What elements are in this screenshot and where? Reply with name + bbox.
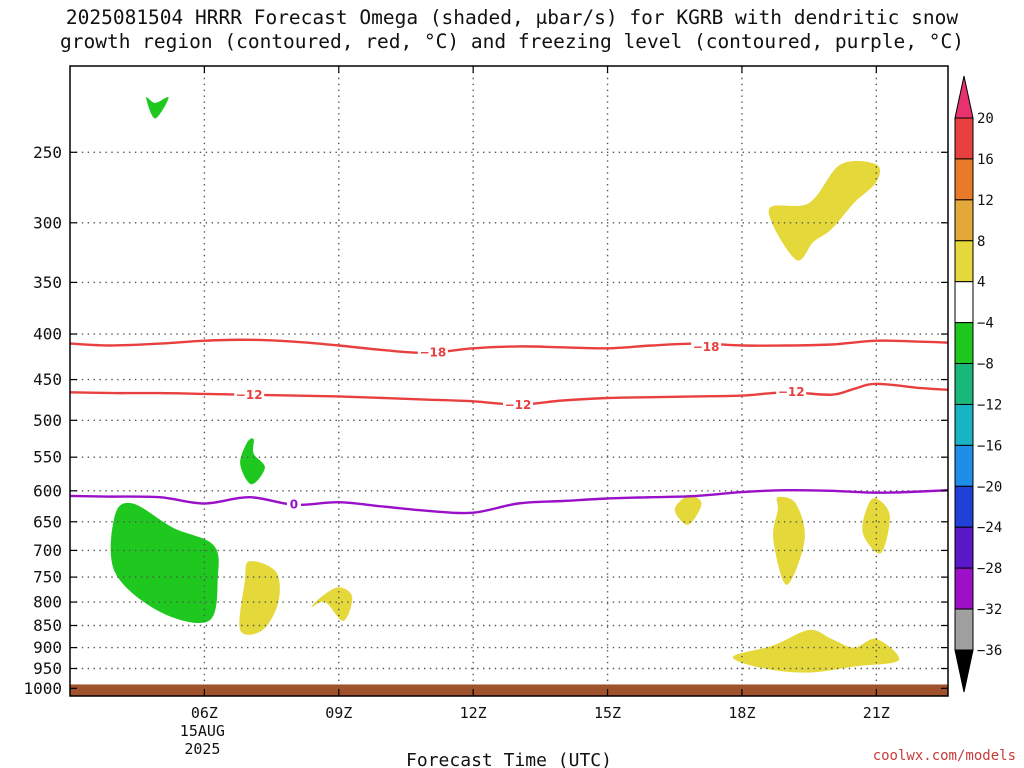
colorbar-band-0 [954, 117, 974, 160]
contour-line-0 [69, 338, 949, 355]
x-tick-label-18Z: 18Z [728, 704, 755, 722]
omega-region-3 [768, 160, 881, 261]
colorbar-band-3 [954, 240, 974, 283]
omega-region-5 [311, 587, 353, 621]
colorbar-band-12 [954, 608, 974, 651]
watermark: coolwx.com/models [872, 748, 1016, 764]
y-tick-label-700: 700 [33, 541, 62, 560]
colorbar-tick-label-12: −32 [977, 602, 1002, 618]
omega-region-7 [773, 496, 805, 585]
colorbar-band-7 [954, 403, 974, 446]
colorbar-band-4 [954, 281, 974, 324]
colorbar-band-5 [954, 322, 974, 365]
contour-label-bg-1-2 [776, 384, 807, 399]
omega-shading [110, 97, 900, 673]
y-tick-label-950: 950 [33, 659, 62, 678]
omega-region-6 [674, 495, 702, 525]
contour-label-0-0: −18 [419, 345, 446, 359]
contour-label-bg-0-0 [417, 344, 448, 359]
colorbar-top-arrow [954, 75, 974, 119]
colorbar-band-8 [954, 444, 974, 487]
colorbar-band-2 [954, 199, 974, 242]
y-tick-label-800: 800 [33, 593, 62, 612]
omega-region-8 [862, 498, 890, 554]
colorbar-tick-label-7: −12 [977, 397, 1002, 413]
colorbar-band-11 [954, 567, 974, 610]
y-tick-label-750: 750 [33, 568, 62, 587]
omega-region-4 [239, 560, 280, 635]
colorbar-tick-label-10: −24 [977, 520, 1002, 536]
x-tick-label-21Z: 21Z [863, 704, 890, 722]
y-tick-label-500: 500 [33, 411, 62, 430]
omega-region-2 [110, 502, 219, 624]
y-axis: 250 300 350 400 450 500 550 600 650 700 750 800 850 9… [23, 143, 948, 698]
omega-region-0 [146, 97, 169, 119]
colorbar-band-1 [954, 158, 974, 201]
contour-label-bg-1-1 [502, 397, 533, 412]
colorbar-band-9 [954, 485, 974, 528]
colorbar-tick-label-11: −28 [977, 561, 1002, 577]
colorbar-tick-label-3: 8 [977, 234, 985, 250]
contour-label-bg-0-1 [691, 339, 722, 354]
y-tick-label-300: 300 [33, 213, 62, 232]
y-tick-label-600: 600 [33, 481, 62, 500]
colorbar-tick-label-8: −16 [977, 438, 1002, 454]
contour-label-bg-2-0 [286, 497, 301, 512]
y-tick-label-1000: 1000 [23, 679, 62, 698]
y-tick-label-550: 550 [33, 448, 62, 467]
omega-region-9 [732, 629, 900, 673]
contour-label-0-1: −18 [693, 340, 720, 354]
colorbar-tick-label-5: −4 [977, 316, 994, 332]
chart-title-line-2: growth region (contoured, red, °C) and f… [60, 30, 964, 53]
x-axis-label: Forecast Time (UTC) [406, 750, 612, 768]
colorbar-tick-label-13: −36 [977, 643, 1002, 659]
plot-frame [69, 65, 949, 697]
y-tick-label-250: 250 [33, 143, 62, 162]
y-tick-label-450: 450 [33, 370, 62, 389]
x-tick-label-15Z: 15Z [594, 704, 621, 722]
colorbar-tick-label-1: 16 [977, 152, 994, 168]
contour-label-1-0: −12 [236, 388, 263, 402]
colorbar-tick-label-2: 12 [977, 193, 994, 209]
colorbar-tick-label-4: 4 [977, 275, 985, 291]
y-tick-label-400: 400 [33, 325, 62, 344]
y-tick-label-650: 650 [33, 512, 62, 531]
contour-label-1-2: −12 [778, 385, 805, 399]
colorbar-bottom-arrow [954, 649, 974, 693]
x-tick-date: 15AUG [180, 722, 225, 740]
colorbar-band-6 [954, 363, 974, 405]
x-tick-label-06Z: 06Z [191, 704, 218, 722]
x-tick-year: 2025 [184, 740, 220, 758]
colorbar-tick-label-6: −8 [977, 357, 994, 373]
omega-region-1 [240, 438, 265, 485]
ground-layer [70, 684, 948, 696]
y-tick-label-350: 350 [33, 273, 62, 292]
colorbar: 20 16 12 8 4 −4 −8 −12 −16 −20 −24 −28 −32 −36 [954, 75, 1002, 693]
contour-line-1 [69, 382, 949, 406]
x-tick-label-12Z: 12Z [460, 704, 487, 722]
contour-label-2-0: 0 [290, 498, 298, 512]
x-tick-label-09Z: 09Z [325, 704, 352, 722]
contour-line-2 [69, 488, 949, 515]
colorbar-tick-label-0: 20 [977, 111, 994, 127]
chart-title-line-1: 2025081504 HRRR Forecast Omega (shaded, … [65, 6, 959, 29]
contour-label-1-1: −12 [505, 398, 532, 412]
contours: −18 −18 −12 −12 −12 0 [69, 338, 949, 515]
colorbar-tick-label-9: −20 [977, 479, 1002, 495]
grid [70, 66, 948, 696]
contour-label-bg-1-0 [234, 387, 265, 402]
y-tick-label-900: 900 [33, 638, 62, 657]
y-tick-label-850: 850 [33, 616, 62, 635]
colorbar-band-10 [954, 526, 974, 569]
